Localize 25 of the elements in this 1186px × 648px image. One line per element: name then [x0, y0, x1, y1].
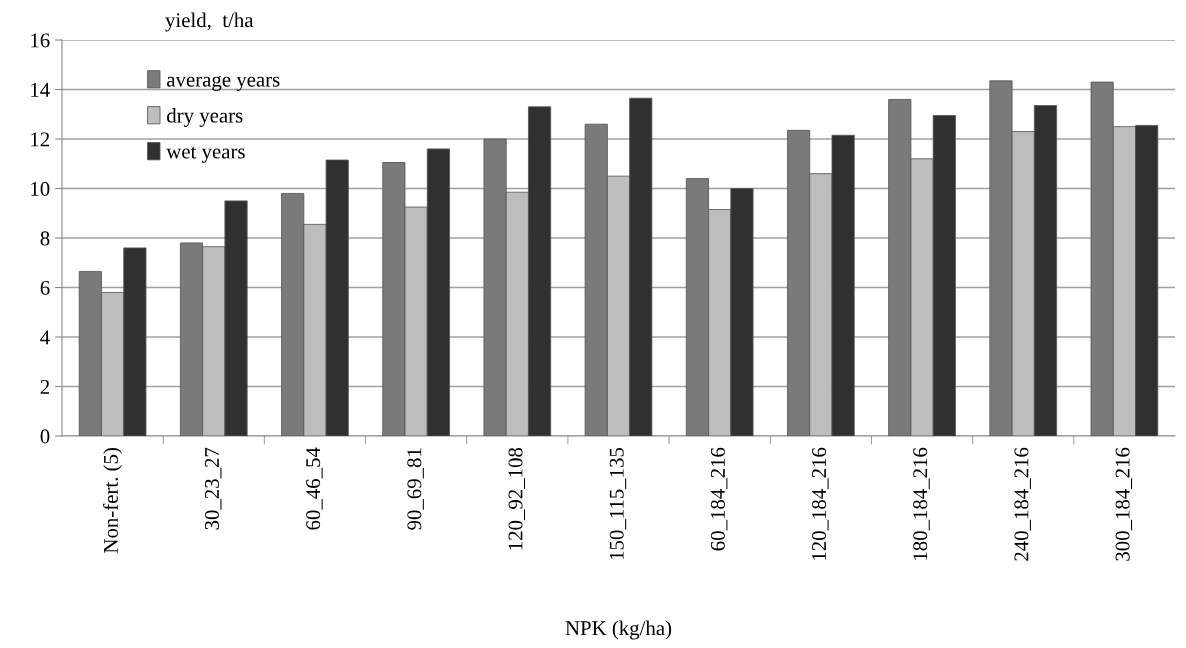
x-tick-label: 120_92_108	[508, 447, 526, 550]
y-tick-label: 6	[40, 280, 50, 295]
y-tick-label: 12	[31, 132, 50, 147]
y-tick-label: 2	[40, 379, 50, 394]
y-tick-label: 10	[31, 181, 50, 196]
x-tick-label: 60_46_54	[306, 447, 323, 530]
x-tick-label: 120_184_216	[812, 447, 829, 560]
y-tick-label: 4	[40, 330, 50, 345]
y-tick-label: 16	[31, 33, 50, 48]
x-tick-label: 240_184_216	[1014, 447, 1031, 561]
x-tick-label: Non-fert. (5)	[103, 448, 123, 553]
y-tick-label: 14	[31, 82, 50, 97]
legend-label: average years	[167, 75, 280, 91]
x-tick-label: 300_184_216	[1115, 447, 1133, 561]
y-tick-label: 8	[40, 231, 50, 246]
legend-label: dry years	[167, 107, 243, 127]
y-tick-label: 0	[40, 429, 50, 444]
x-tick-label: 150_115_135	[609, 447, 627, 560]
x-tick-label: 180_184_216	[913, 447, 930, 560]
x-tick-label: 90_69_81	[407, 448, 424, 530]
legend-label: wet years	[166, 146, 245, 163]
y-axis-title: yield, t/ha	[165, 12, 254, 32]
x-tick-label: 60_184_216	[710, 447, 728, 551]
x-axis-title: NPK (kg/ha)	[565, 620, 672, 640]
x-tick-label: 30_23_27	[204, 447, 222, 530]
